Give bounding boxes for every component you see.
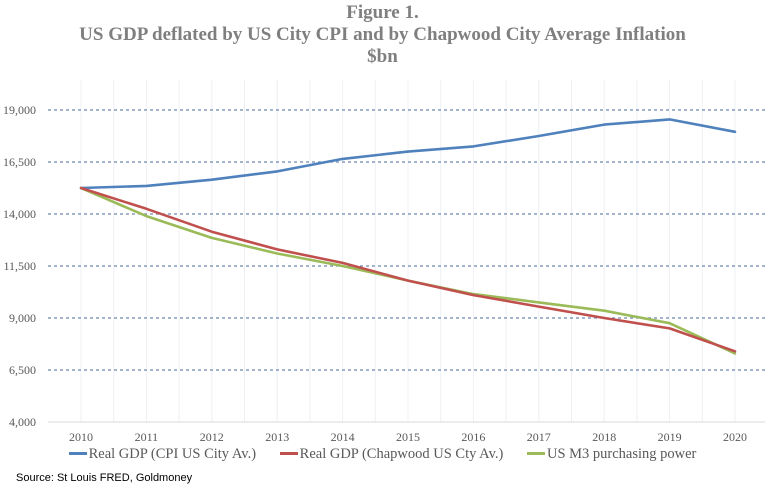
- legend-item-chapwood: Real GDP (Chapwood US Cty Av.): [279, 446, 504, 463]
- legend-item-cpi: Real GDP (CPI US City Av.): [68, 446, 257, 463]
- x-tick-label: 2013: [265, 430, 289, 444]
- x-tick-label: 2012: [200, 430, 224, 444]
- horizontal-gridlines: [48, 109, 765, 371]
- legend-label: Real GDP (Chapwood US Cty Av.): [299, 446, 504, 462]
- y-tick-label: 19,000: [3, 103, 36, 117]
- y-axis-ticks: 4,000 6,500 9,000 11,500 14,000 16,500 19,000: [3, 103, 36, 429]
- x-tick-label: 2020: [723, 430, 747, 444]
- series-lines: [79, 118, 737, 355]
- chart-title: US GDP deflated by US City CPI and by Ch…: [79, 24, 686, 45]
- x-tick-label: 2014: [331, 430, 355, 444]
- y-tick-label: 11,500: [3, 259, 36, 273]
- y-tick-label: 14,000: [3, 207, 36, 221]
- source-note: Source: St Louis FRED, Goldmoney: [16, 472, 193, 484]
- x-tick-label: 2010: [69, 430, 93, 444]
- legend-swatch-m3: [526, 452, 545, 456]
- x-tick-label: 2019: [658, 430, 682, 444]
- x-tick-label: 2015: [396, 430, 420, 444]
- x-tick-label: 2018: [592, 430, 616, 444]
- x-tick-label: 2016: [461, 430, 485, 444]
- legend-swatch-chapwood: [279, 452, 298, 456]
- figure-number: Figure 1.: [346, 2, 419, 23]
- chart-unit: $bn: [367, 46, 398, 67]
- x-axis-ticks: 2010 2011 2012 2013 2014 2015 2016 2017 2018 2019…: [69, 430, 747, 444]
- legend-item-m3: US M3 purchasing power: [526, 446, 697, 463]
- vertical-gridlines: [80, 80, 736, 422]
- legend-swatch-cpi: [68, 452, 87, 456]
- legend-label: US M3 purchasing power: [546, 446, 697, 462]
- y-tick-label: 16,500: [3, 155, 36, 169]
- series-line-1: [79, 186, 737, 353]
- y-tick-label: 9,000: [9, 311, 36, 325]
- y-tick-label: 6,500: [9, 363, 36, 377]
- legend-label: Real GDP (CPI US City Av.): [88, 446, 257, 462]
- legend: Real GDP (CPI US City Av.) Real GDP (Cha…: [0, 446, 765, 463]
- y-tick-label: 4,000: [9, 415, 36, 429]
- x-tick-label: 2011: [135, 430, 159, 444]
- x-tick-label: 2017: [527, 430, 551, 444]
- chart-title-block: Figure 1. US GDP deflated by US City CPI…: [0, 2, 765, 68]
